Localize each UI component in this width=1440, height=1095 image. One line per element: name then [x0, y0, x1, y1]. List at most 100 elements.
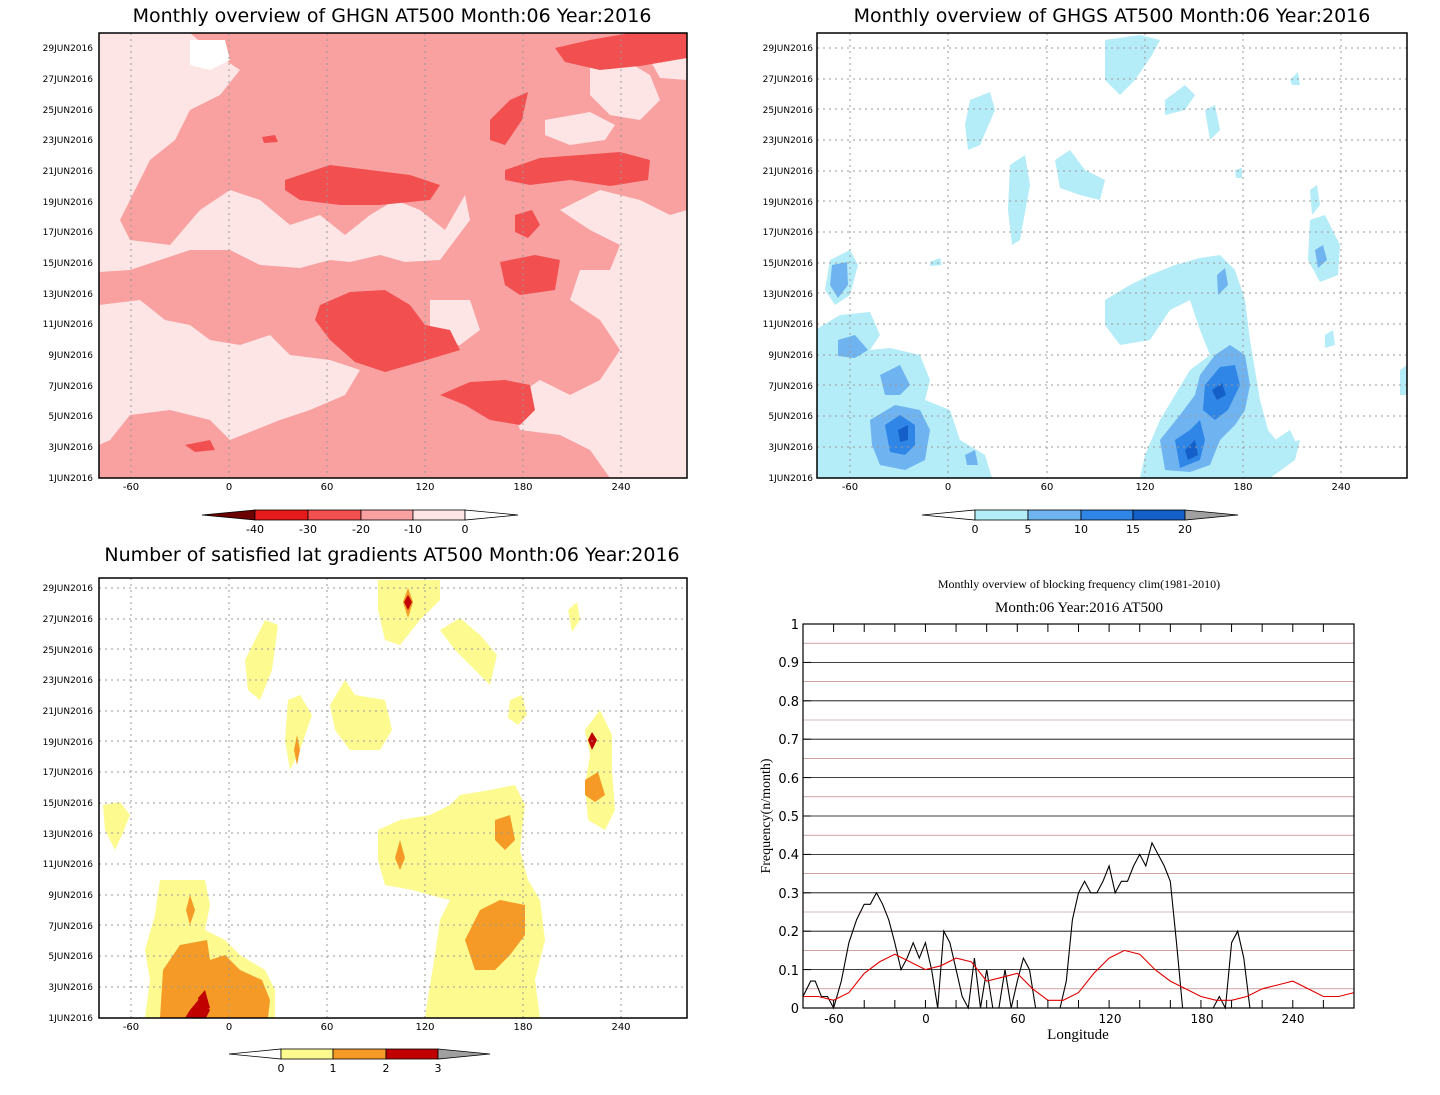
x-tick: -60 [123, 482, 139, 493]
frequency-x-ticks: -60 0 60 120 180 240 [824, 1012, 1304, 1026]
colorbar-label: 0 [972, 523, 979, 536]
y-tick: 29JUN2016 [763, 44, 814, 54]
y-tick: 7JUN2016 [48, 382, 93, 392]
x-tick: 0 [226, 482, 232, 493]
ghgn-y-ticks: 1JUN2016 3JUN2016 5JUN2016 7JUN2016 9JUN… [43, 44, 94, 484]
chart-title: Monthly overview of GHGN AT500 Month:06 … [133, 5, 652, 27]
x-tick: 60 [321, 482, 334, 493]
y-tick: 7JUN2016 [768, 382, 813, 392]
y-tick: 3JUN2016 [48, 983, 93, 993]
x-tick: 120 [415, 1022, 434, 1033]
colorbar-label: 0 [278, 1062, 285, 1075]
y-tick: 9JUN2016 [768, 351, 813, 361]
y-tick: 19JUN2016 [43, 738, 94, 748]
x-tick: 60 [1041, 482, 1054, 493]
ghgn-panel: Monthly overview of GHGN AT500 Month:06 … [0, 0, 720, 545]
y-tick: 0.9 [778, 656, 799, 671]
y-tick: 25JUN2016 [43, 646, 94, 656]
y-tick: 0.1 [778, 964, 799, 979]
chart-title: Monthly overview of GHGS AT500 Month:06 … [854, 5, 1371, 27]
y-tick: 0.2 [778, 925, 799, 940]
x-tick: 240 [611, 482, 630, 493]
ghgs-colorbar-labels: 0 5 10 15 20 [972, 523, 1193, 536]
series-line-climatology [803, 949, 1355, 1001]
frequency-chart: Monthly overview of blocking frequency c… [759, 577, 1355, 1043]
x-tick: 180 [513, 1022, 532, 1033]
y-tick: 21JUN2016 [43, 707, 94, 717]
x-tick: 180 [513, 482, 532, 493]
ghgn-chart: Monthly overview of GHGN AT500 Month:06 … [43, 5, 688, 536]
ghgs-grid [817, 33, 1407, 478]
y-tick: 27JUN2016 [763, 75, 814, 85]
y-tick: 0.6 [778, 772, 799, 787]
y-tick: 11JUN2016 [763, 320, 814, 330]
gradients-contours [99, 578, 687, 1018]
gradients-colorbar [228, 1048, 491, 1060]
x-tick: 120 [1099, 1012, 1122, 1026]
y-tick: 0.5 [778, 810, 799, 825]
y-tick: 19JUN2016 [43, 198, 94, 208]
ghgs-panel: Monthly overview of GHGS AT500 Month:06 … [720, 0, 1440, 545]
x-tick: 60 [1010, 1012, 1025, 1026]
y-tick: 15JUN2016 [43, 799, 94, 809]
y-tick: 0 [791, 1002, 799, 1017]
y-tick: 9JUN2016 [48, 351, 93, 361]
ghgs-contours [817, 33, 1407, 478]
x-tick: 180 [1191, 1012, 1214, 1026]
colorbar-label: 20 [1178, 523, 1192, 536]
gradients-panel: Number of satisfied lat gradients AT500 … [0, 540, 720, 1091]
x-tick: 120 [1135, 482, 1154, 493]
y-tick: 5JUN2016 [48, 412, 93, 422]
ghgn-grid [130, 33, 622, 478]
y-tick: 23JUN2016 [763, 136, 814, 146]
y-tick: 17JUN2016 [43, 768, 94, 778]
y-tick: 1 [791, 618, 799, 633]
y-tick: 3JUN2016 [48, 443, 93, 453]
y-tick: 5JUN2016 [48, 952, 93, 962]
y-tick: 0.8 [778, 695, 799, 710]
y-tick: 7JUN2016 [48, 922, 93, 932]
colorbar-label: 1 [330, 1062, 337, 1075]
y-tick: 17JUN2016 [763, 228, 814, 238]
x-tick: 0 [922, 1012, 930, 1026]
x-tick: 240 [1331, 482, 1350, 493]
ghgn-colorbar [201, 509, 519, 521]
frequency-grid [803, 642, 1354, 990]
y-tick: 29JUN2016 [43, 584, 94, 594]
frequency-panel: Monthly overview of blocking frequency c… [720, 545, 1440, 1091]
x-tick: 0 [226, 1022, 232, 1033]
y-tick: 0.7 [778, 733, 799, 748]
x-tick: 120 [415, 482, 434, 493]
y-tick: 25JUN2016 [43, 106, 94, 116]
gradients-x-ticks: -60 0 60 120 180 240 [123, 1022, 631, 1033]
colorbar-label: 10 [1074, 523, 1088, 536]
ghgn-contours [99, 33, 687, 478]
x-tick: 180 [1233, 482, 1252, 493]
x-tick: -60 [824, 1012, 844, 1026]
y-tick: 1JUN2016 [48, 474, 93, 484]
y-tick: 11JUN2016 [43, 320, 94, 330]
colorbar-label: 0 [462, 523, 469, 536]
frequency-tick-marks [803, 623, 1355, 1009]
series-line-observed [802, 841, 1354, 1010]
y-tick: 11JUN2016 [43, 860, 94, 870]
colorbar-label: -20 [352, 523, 370, 536]
y-tick: 19JUN2016 [763, 198, 814, 208]
y-tick: 0.4 [778, 848, 799, 863]
colorbar-label: 15 [1126, 523, 1140, 536]
ghgn-colorbar-labels: -40 -30 -20 -10 0 [246, 523, 468, 536]
colorbar-label: 5 [1025, 523, 1032, 536]
y-tick: 5JUN2016 [768, 412, 813, 422]
x-tick: -60 [842, 482, 858, 493]
y-tick: 13JUN2016 [763, 290, 814, 300]
y-tick: 1JUN2016 [48, 1014, 93, 1024]
y-tick: 9JUN2016 [48, 891, 93, 901]
x-tick: 60 [321, 1022, 334, 1033]
ghgs-chart: Monthly overview of GHGS AT500 Month:06 … [763, 5, 1408, 536]
x-tick: 240 [1282, 1012, 1305, 1026]
gradients-y-ticks: 1JUN2016 3JUN2016 5JUN2016 7JUN2016 9JUN… [43, 584, 94, 1024]
y-tick: 23JUN2016 [43, 676, 94, 686]
y-tick: 15JUN2016 [43, 259, 94, 269]
x-tick: 240 [611, 1022, 630, 1033]
y-tick: 27JUN2016 [43, 615, 94, 625]
